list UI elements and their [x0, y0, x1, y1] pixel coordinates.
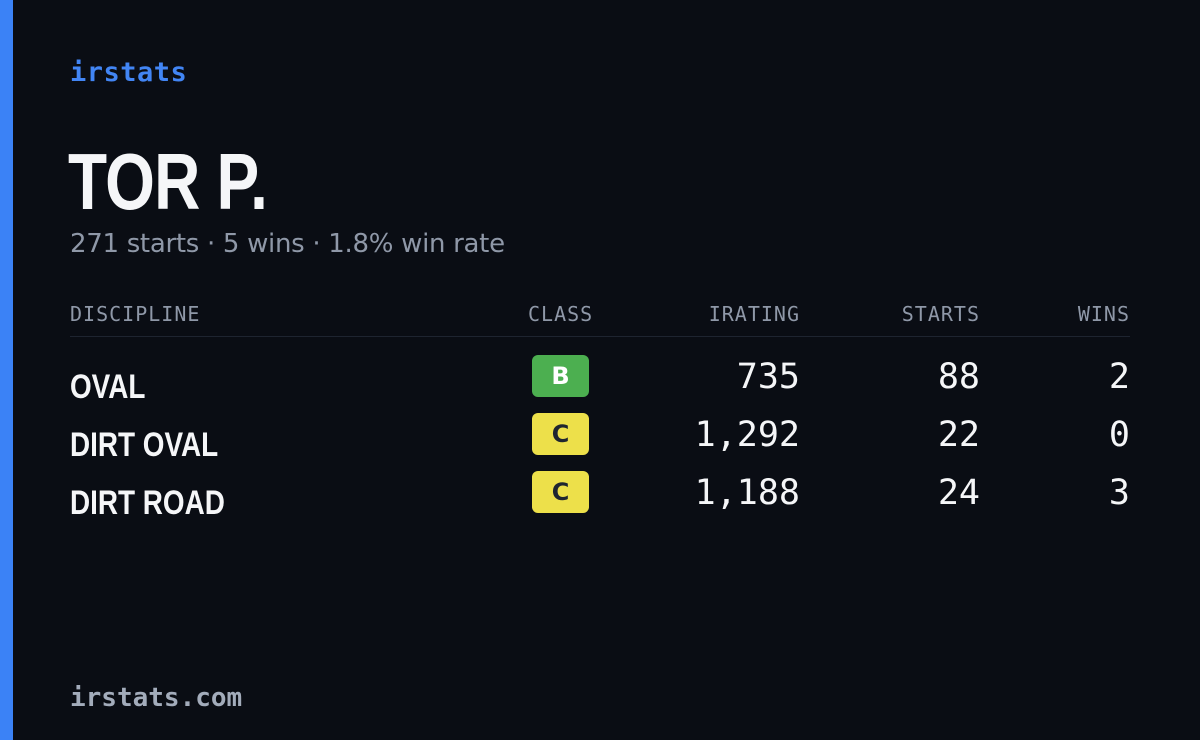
discipline-name: OVAL	[70, 368, 146, 406]
starts-value: 22	[937, 415, 980, 455]
irating-value: 1,188	[694, 473, 800, 513]
irating-value: 735	[736, 357, 800, 397]
class-badge: C	[532, 413, 589, 455]
discipline-name: DIRT ROAD	[70, 484, 225, 522]
discipline-name: DIRT OVAL	[70, 426, 219, 464]
brand-logo[interactable]: irstats	[70, 57, 188, 88]
class-badge: B	[532, 355, 589, 397]
class-badge: C	[532, 471, 589, 513]
header-irating: IRATING	[708, 302, 800, 326]
header-starts: STARTS	[901, 302, 980, 326]
irating-value: 1,292	[694, 415, 800, 455]
driver-summary: 271 starts · 5 wins · 1.8% win rate	[70, 229, 505, 259]
wins-value: 3	[1108, 473, 1130, 513]
table-row: DIRT ROAD C 1,188 24 3	[70, 469, 1130, 527]
wins-value: 0	[1108, 415, 1130, 455]
driver-name: TOR P.	[68, 137, 268, 226]
discipline-stats-table: DISCIPLINE CLASS IRATING STARTS WINS OVA…	[70, 296, 1130, 527]
starts-value: 24	[937, 473, 980, 513]
table-row: OVAL B 735 88 2	[70, 353, 1130, 411]
header-class: CLASS	[528, 302, 594, 326]
starts-value: 88	[937, 357, 980, 397]
table-header: DISCIPLINE CLASS IRATING STARTS WINS	[70, 296, 1130, 337]
wins-value: 2	[1108, 357, 1130, 397]
accent-bar	[0, 0, 13, 740]
footer-url[interactable]: irstats.com	[70, 683, 243, 713]
header-wins: WINS	[1077, 302, 1130, 326]
header-discipline: DISCIPLINE	[70, 302, 201, 326]
table-row: DIRT OVAL C 1,292 22 0	[70, 411, 1130, 469]
